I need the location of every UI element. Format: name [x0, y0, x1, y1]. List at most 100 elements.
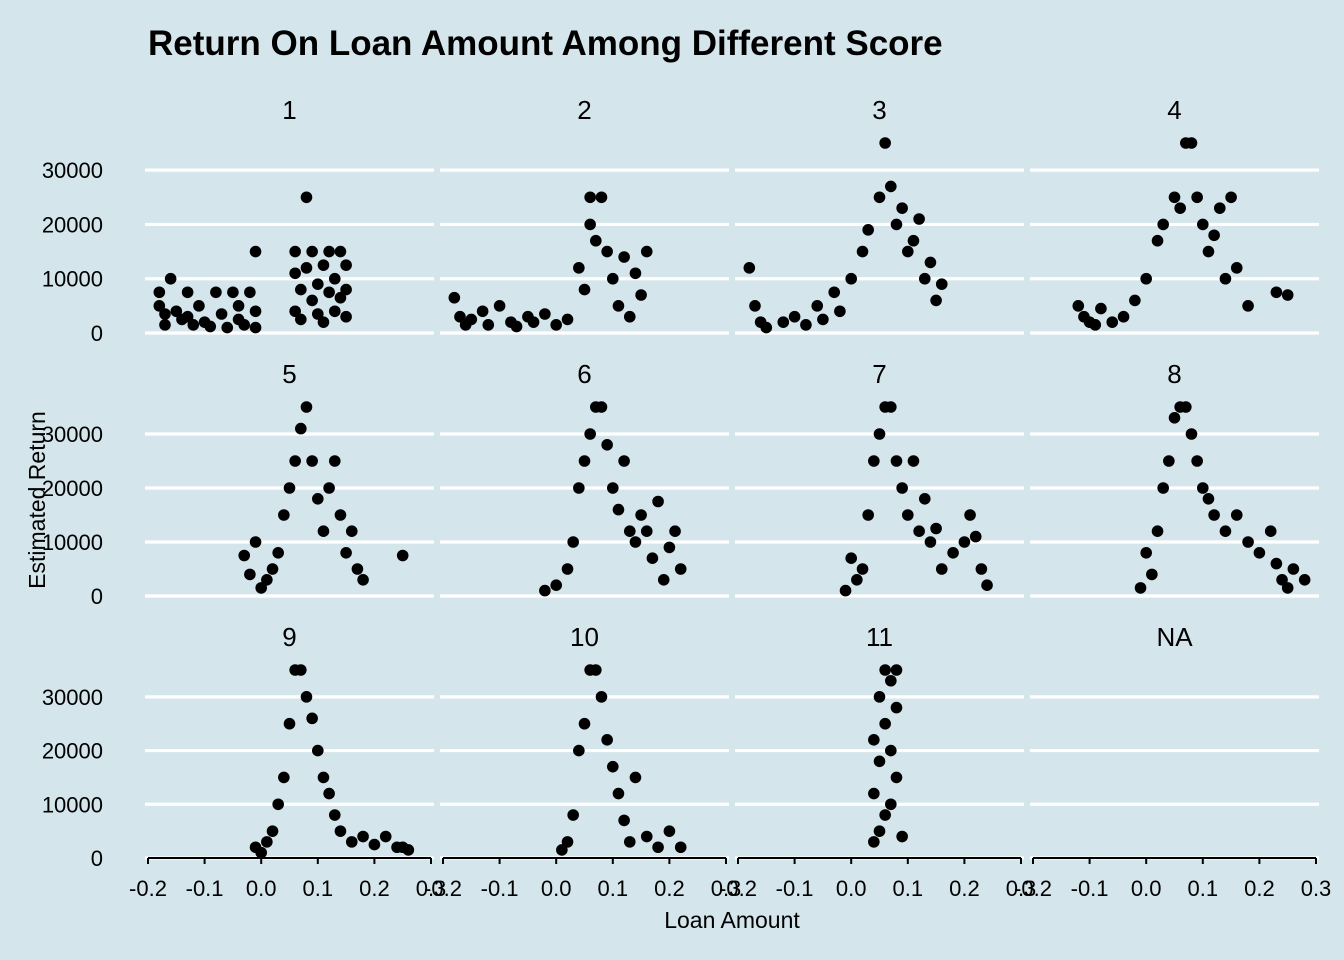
data-point — [862, 224, 874, 236]
data-point — [493, 300, 506, 312]
data-point — [635, 289, 647, 301]
data-point — [340, 283, 352, 296]
data-point — [328, 809, 341, 821]
x-tick-label: 0.1 — [893, 876, 924, 901]
y-tick-label: 10000 — [42, 267, 103, 292]
data-point — [607, 482, 619, 494]
data-point — [1191, 455, 1203, 467]
data-point — [306, 245, 318, 258]
data-point — [896, 482, 908, 494]
y-tick-label: 10000 — [42, 792, 103, 817]
data-point — [482, 319, 495, 331]
data-point — [283, 482, 296, 494]
data-point — [556, 844, 568, 856]
data-point — [454, 310, 466, 323]
data-point — [640, 245, 653, 258]
data-point — [1230, 509, 1243, 521]
data-point — [312, 493, 324, 505]
data-point — [181, 310, 194, 323]
data-point — [1208, 229, 1220, 242]
data-point — [1168, 191, 1181, 204]
data-point — [323, 482, 335, 494]
data-point — [612, 787, 625, 800]
data-point — [777, 316, 790, 328]
data-point — [402, 844, 415, 856]
data-point — [902, 245, 914, 258]
data-point — [788, 310, 801, 323]
data-point — [295, 664, 307, 676]
data-point — [743, 262, 756, 274]
data-point — [323, 245, 335, 258]
data-point — [879, 137, 891, 149]
data-point — [1197, 482, 1209, 494]
data-point — [1140, 547, 1152, 559]
data-point — [340, 310, 352, 323]
data-point — [896, 202, 908, 214]
data-point — [1219, 525, 1232, 537]
data-point — [1185, 137, 1198, 149]
data-point — [907, 234, 920, 247]
data-point — [283, 717, 296, 730]
data-point — [969, 530, 982, 543]
data-point — [663, 825, 676, 837]
data-point — [607, 272, 619, 285]
facet-label: 8 — [1167, 359, 1181, 389]
x-tick-label: 0.1 — [303, 876, 334, 901]
data-point — [323, 286, 335, 299]
data-point — [828, 286, 841, 299]
data-point — [595, 191, 608, 204]
data-point — [635, 509, 647, 521]
data-point — [334, 509, 347, 521]
data-point — [255, 582, 267, 594]
data-point — [289, 455, 301, 467]
data-point — [1270, 286, 1283, 299]
data-point — [890, 664, 903, 676]
data-point — [328, 305, 341, 318]
x-tick-label: 0.3 — [416, 876, 447, 901]
x-tick-label: -0.1 — [186, 876, 224, 901]
data-point — [345, 836, 358, 848]
data-point — [328, 455, 341, 467]
data-point — [856, 563, 869, 575]
data-point — [567, 536, 579, 548]
data-point — [885, 798, 897, 811]
data-point — [312, 278, 324, 290]
data-point — [357, 830, 369, 843]
data-point — [249, 536, 262, 548]
data-point — [879, 717, 891, 730]
facet-label: 9 — [282, 622, 296, 652]
data-point — [623, 836, 636, 848]
data-point — [640, 830, 653, 843]
data-point — [1225, 191, 1237, 204]
data-point — [312, 744, 324, 757]
data-point — [306, 294, 318, 307]
data-point — [885, 674, 897, 687]
data-point — [357, 574, 369, 586]
data-point — [1140, 272, 1152, 285]
data-point — [351, 563, 364, 575]
data-point — [266, 825, 279, 837]
data-point — [913, 525, 925, 537]
x-tick-label: 0.1 — [598, 876, 629, 901]
data-point — [1072, 300, 1085, 312]
data-point — [510, 320, 523, 333]
data-point — [873, 755, 886, 768]
data-point — [749, 300, 761, 312]
x-axis-title: Loan Amount — [664, 907, 800, 933]
x-tick-label: 0.2 — [1244, 876, 1275, 901]
data-point — [1089, 319, 1102, 331]
data-point — [918, 493, 931, 505]
data-point — [261, 836, 273, 848]
data-point — [1174, 202, 1186, 214]
data-point — [561, 563, 574, 575]
data-point — [885, 744, 897, 757]
data-point — [981, 579, 993, 591]
data-point — [868, 455, 880, 467]
data-point — [595, 691, 608, 703]
data-point — [334, 825, 347, 837]
data-point — [278, 771, 290, 784]
data-point — [300, 262, 313, 274]
data-point — [890, 771, 903, 784]
data-point — [947, 547, 959, 559]
data-point — [873, 191, 886, 204]
